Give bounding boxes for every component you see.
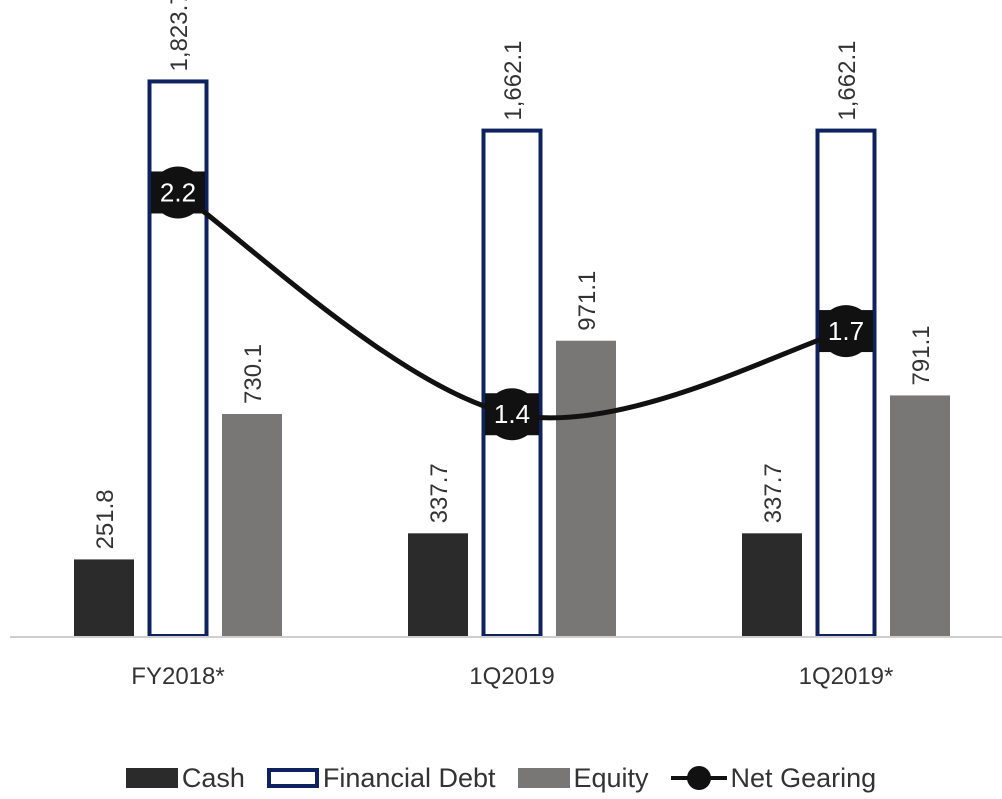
- legend-item-net-gearing: Net Gearing: [670, 762, 877, 794]
- net-gearing-points: 2.2 1.4 1.7: [151, 166, 873, 441]
- legend: Cash Financial Debt Equity Net Gearing: [0, 758, 1002, 798]
- cash-value-label-1q2019: 337.7: [426, 463, 453, 523]
- category-label-fy2018: FY2018*: [131, 663, 224, 690]
- cash-bar-fy2018: [74, 559, 134, 636]
- cash-bar-1q2019: [742, 533, 802, 636]
- financial-debt-value-label-1q2019: 1,662.1: [500, 41, 527, 121]
- equity-value-label-1q2019: 791.1: [908, 325, 935, 385]
- legend-swatch-net-gearing: [670, 766, 727, 790]
- legend-swatch-cash: [125, 768, 178, 788]
- equity-value-label-1q2019: 971.1: [574, 271, 601, 331]
- financial-debt-bar-1q2019: [481, 128, 543, 639]
- legend-swatch-financial-debt: [266, 768, 319, 788]
- equity-value-label-fy2018: 730.1: [240, 344, 267, 404]
- financial-debt-value-label-fy2018: 1,823.7: [166, 0, 193, 71]
- legend-item-financial-debt: Financial Debt: [266, 762, 496, 794]
- cash-value-label-1q2019: 337.7: [760, 463, 787, 523]
- net-gearing-label-1q2019: 1.4: [494, 399, 530, 429]
- financial-debt-bar-1q2019: [815, 128, 877, 639]
- equity-bar-1q2019: [556, 340, 616, 636]
- legend-swatch-equity: [517, 768, 570, 788]
- equity-bar-1q2019: [890, 395, 950, 636]
- legend-item-cash: Cash: [125, 762, 245, 794]
- net-gearing-label-box-1q2019: [485, 393, 539, 436]
- net-gearing-label-box-fy2018: [151, 171, 205, 214]
- category-label-1q2019: 1Q2019: [469, 663, 554, 690]
- category-labels: FY2018* 1Q2019 1Q2019*: [131, 663, 893, 690]
- equity-bar-fy2018: [222, 413, 282, 636]
- cash-bar-1q2019: [408, 533, 468, 636]
- legend-label-equity: Equity: [573, 762, 649, 793]
- net-gearing-label-fy2018: 2.2: [160, 177, 196, 207]
- net-gearing-label-box-1q2019: [819, 310, 873, 353]
- bar-value-labels: 251.8 337.7 337.7 1,823.7 1,662.1 1,662.1 730.…: [92, 0, 935, 549]
- legend-label-net-gearing: Net Gearing: [730, 762, 877, 793]
- legend-label-cash: Cash: [181, 762, 245, 793]
- financial-debt-value-label-1q2019: 1,662.1: [834, 41, 861, 121]
- category-label-1q2019: 1Q2019*: [799, 663, 894, 690]
- legend-label-financial-debt: Financial Debt: [322, 762, 496, 793]
- cash-value-label-fy2018: 251.8: [92, 489, 119, 549]
- bars-group: [74, 79, 950, 639]
- legend-item-equity: Equity: [517, 762, 649, 794]
- net-gearing-label-1q2019: 1.7: [828, 316, 864, 346]
- financial-debt-bar-fy2018: [147, 79, 209, 638]
